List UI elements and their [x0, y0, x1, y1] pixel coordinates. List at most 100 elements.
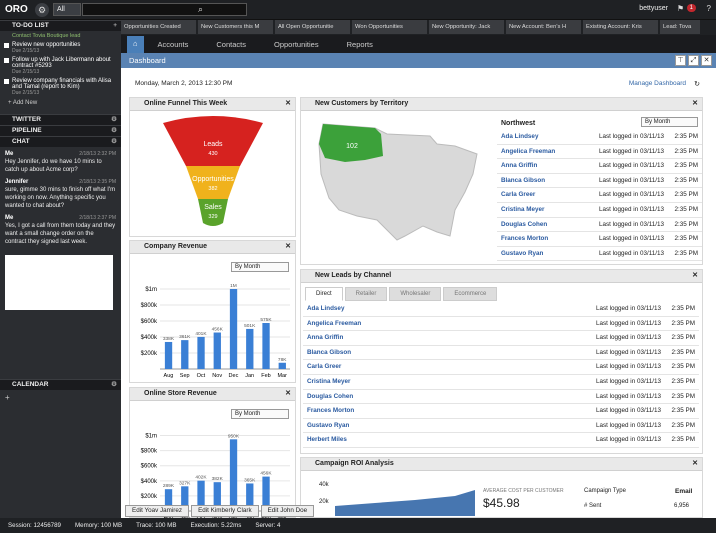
tab-ecommerce[interactable]: Ecommerce [443, 287, 498, 301]
contact-name-link[interactable]: Herbert Miles [307, 436, 347, 444]
contact-name-link[interactable]: Frances Morton [501, 235, 549, 243]
contact-name-link[interactable]: Anna Griffin [501, 162, 538, 170]
chat-input[interactable] [5, 255, 113, 310]
todo-item[interactable]: Follow up with Jack Libermann about cont… [4, 57, 117, 75]
add-icon[interactable]: + [113, 22, 117, 29]
contact-name-link[interactable]: Angelica Freeman [501, 147, 556, 155]
tab-item[interactable]: Won Opportunities [352, 20, 427, 34]
list-item[interactable]: Blanca Gibson Last logged in 03/11/13 2:35… [303, 346, 699, 361]
tab-item[interactable]: Opportunities Created [121, 20, 196, 34]
close-icon[interactable]: ✕ [285, 243, 291, 250]
tab-wholesaler[interactable]: Wholesaler [389, 287, 442, 301]
list-item[interactable]: Douglas Cohen Last logged in 03/11/13 2:35… [497, 218, 702, 233]
search-icon[interactable]: ⌕ [198, 4, 204, 14]
gear-icon[interactable]: ⚙ [111, 381, 117, 388]
close-icon[interactable]: ✕ [692, 272, 698, 279]
contact-name-link[interactable]: Frances Morton [307, 407, 355, 415]
expand-icon[interactable]: ⤢ [688, 55, 699, 66]
minimized-window[interactable]: Edit Kimberly Clark [191, 505, 259, 517]
list-item[interactable]: Cristina Meyer Last logged in 03/11/13 2:3… [303, 375, 699, 390]
flag-icon[interactable]: ⚑ [676, 4, 684, 13]
user-menu[interactable]: bettyuser [639, 5, 668, 12]
nav-opportunities[interactable]: Opportunities [274, 40, 319, 49]
list-item[interactable]: Douglas Cohen Last logged in 03/11/13 2:35… [303, 390, 699, 405]
filter-icon[interactable]: ⊤ [675, 55, 686, 66]
list-item[interactable]: Blanca Gibson Last logged in 03/11/13 2:35… [497, 174, 702, 189]
list-item[interactable]: Anna Griffin Last logged in 03/11/13 2:35 … [497, 159, 702, 174]
contact-name-link[interactable]: Gustavo Ryan [307, 421, 350, 429]
tab-direct[interactable]: Direct [305, 287, 343, 301]
tab-item[interactable]: New Customers this M [198, 20, 273, 34]
last-login-text: Last logged in 03/11/13 [595, 319, 661, 327]
todo-item[interactable]: Review company financials with Alisa and… [4, 78, 117, 96]
contact-name-link[interactable]: Ada Lindsey [307, 305, 345, 312]
oro-logo[interactable]: ORO [5, 4, 28, 15]
contact-name-link[interactable]: Cristina Meyer [501, 205, 545, 213]
pipeline-header[interactable]: PIPELINE ⚙ [0, 125, 121, 136]
tab-item[interactable]: Existing Account: Kris [583, 20, 658, 34]
gear-icon[interactable]: ⚙ [111, 116, 117, 123]
contact-name-link[interactable]: Gustavo Ryan [501, 249, 544, 257]
tab-item[interactable]: New Opportunity: Jack [429, 20, 504, 34]
close-icon[interactable]: ✕ [285, 390, 291, 397]
contact-name-link[interactable]: Douglas Cohen [307, 392, 354, 400]
list-item[interactable]: Frances Morton Last logged in 03/11/13 2:3… [497, 232, 702, 247]
todo-item[interactable]: Review new opportunities Due 2/15/13 [4, 42, 117, 54]
contact-name-link[interactable]: Blanca Gibson [307, 348, 352, 356]
list-item[interactable]: Anna Griffin Last logged in 03/11/13 2:35 … [303, 331, 699, 346]
close-icon[interactable]: ✕ [692, 460, 698, 467]
add-new-link[interactable]: + Add New [8, 100, 38, 106]
contact-name-link[interactable]: Douglas Cohen [501, 220, 548, 228]
nav-reports[interactable]: Reports [346, 40, 373, 49]
period-select[interactable]: By Month [641, 117, 698, 127]
list-item[interactable]: Cristina Meyer Last logged in 03/11/13 2:3… [497, 203, 702, 218]
home-icon[interactable]: ⌂ [127, 36, 144, 53]
minimized-window[interactable]: Edit Yoav Jamirez [125, 505, 190, 517]
close-icon[interactable]: ✕ [285, 100, 291, 107]
tab-item[interactable]: New Account: Ben's H [506, 20, 581, 34]
list-item[interactable]: Ada Lindsey Last logged in 03/11/13 2:35 P… [497, 130, 702, 145]
list-item[interactable]: Angelica Freeman Last logged in 03/11/13 2… [497, 145, 702, 160]
refresh-icon[interactable]: ↻ [694, 81, 700, 88]
calendar-header[interactable]: CALENDAR ⚙ [0, 379, 121, 390]
contact-name-link[interactable]: Ada Lindsey [501, 133, 539, 140]
todo-done-item[interactable]: Contact Tovia Boutique lead [12, 33, 81, 39]
contact-name-link[interactable]: Carla Greer [501, 191, 536, 199]
close-icon[interactable]: ✕ [692, 100, 698, 107]
list-item[interactable]: Gustavo Ryan Last logged in 03/11/13 2:35 … [303, 419, 699, 434]
nav-contacts[interactable]: Contacts [216, 40, 246, 49]
contact-name-link[interactable]: Anna Griffin [307, 334, 344, 342]
bar [213, 482, 221, 511]
list-item[interactable]: Herbert Miles Last logged in 03/11/13 2:35… [303, 433, 699, 448]
tab-item[interactable]: All Open Opportunitie [275, 20, 350, 34]
twitter-header[interactable]: TWITTER ⚙ [0, 114, 121, 125]
period-select[interactable]: By Month [231, 262, 289, 272]
manage-dashboard-link[interactable]: Manage Dashboard [628, 80, 686, 87]
list-item[interactable]: Frances Morton Last logged in 03/11/13 2:3… [303, 404, 699, 419]
list-item[interactable]: Ada Lindsey Last logged in 03/11/13 2:35 P… [303, 302, 699, 317]
contact-name-link[interactable]: Angelica Freeman [307, 319, 362, 327]
search-scope-select[interactable]: All [53, 3, 81, 16]
settings-icon[interactable]: ⚙ [35, 2, 49, 17]
search-input[interactable] [82, 3, 247, 16]
close-icon[interactable]: ✕ [701, 55, 712, 66]
list-item[interactable]: Carla Greer Last logged in 03/11/13 2:35 P… [303, 360, 699, 375]
add-icon[interactable]: + [5, 393, 10, 402]
list-item[interactable]: Angelica Freeman Last logged in 03/11/13 2… [303, 317, 699, 332]
contact-name-link[interactable]: Blanca Gibson [501, 176, 546, 184]
help-icon[interactable]: ? [706, 4, 711, 13]
tab-item[interactable]: Lead: Tova [660, 20, 700, 34]
list-item[interactable]: Gustavo Ryan Last logged in 03/11/13 2:35 … [497, 247, 702, 262]
gear-icon[interactable]: ⚙ [111, 127, 117, 134]
list-item[interactable]: Carla Greer Last logged in 03/11/13 2:35 P… [497, 188, 702, 203]
contact-name-link[interactable]: Carla Greer [307, 363, 342, 371]
tab-retailer[interactable]: Retailer [344, 287, 388, 301]
todo-header[interactable]: TO-DO LIST + [0, 20, 121, 31]
chat-header[interactable]: CHAT ⚙ [0, 136, 121, 147]
gear-icon[interactable]: ⚙ [111, 138, 117, 145]
minimized-window[interactable]: Edit John Doe [260, 505, 315, 517]
period-select[interactable]: By Month [231, 409, 289, 419]
notification-badge[interactable]: 1 [686, 4, 696, 12]
nav-accounts[interactable]: Accounts [157, 40, 189, 49]
contact-name-link[interactable]: Cristina Meyer [307, 377, 351, 385]
